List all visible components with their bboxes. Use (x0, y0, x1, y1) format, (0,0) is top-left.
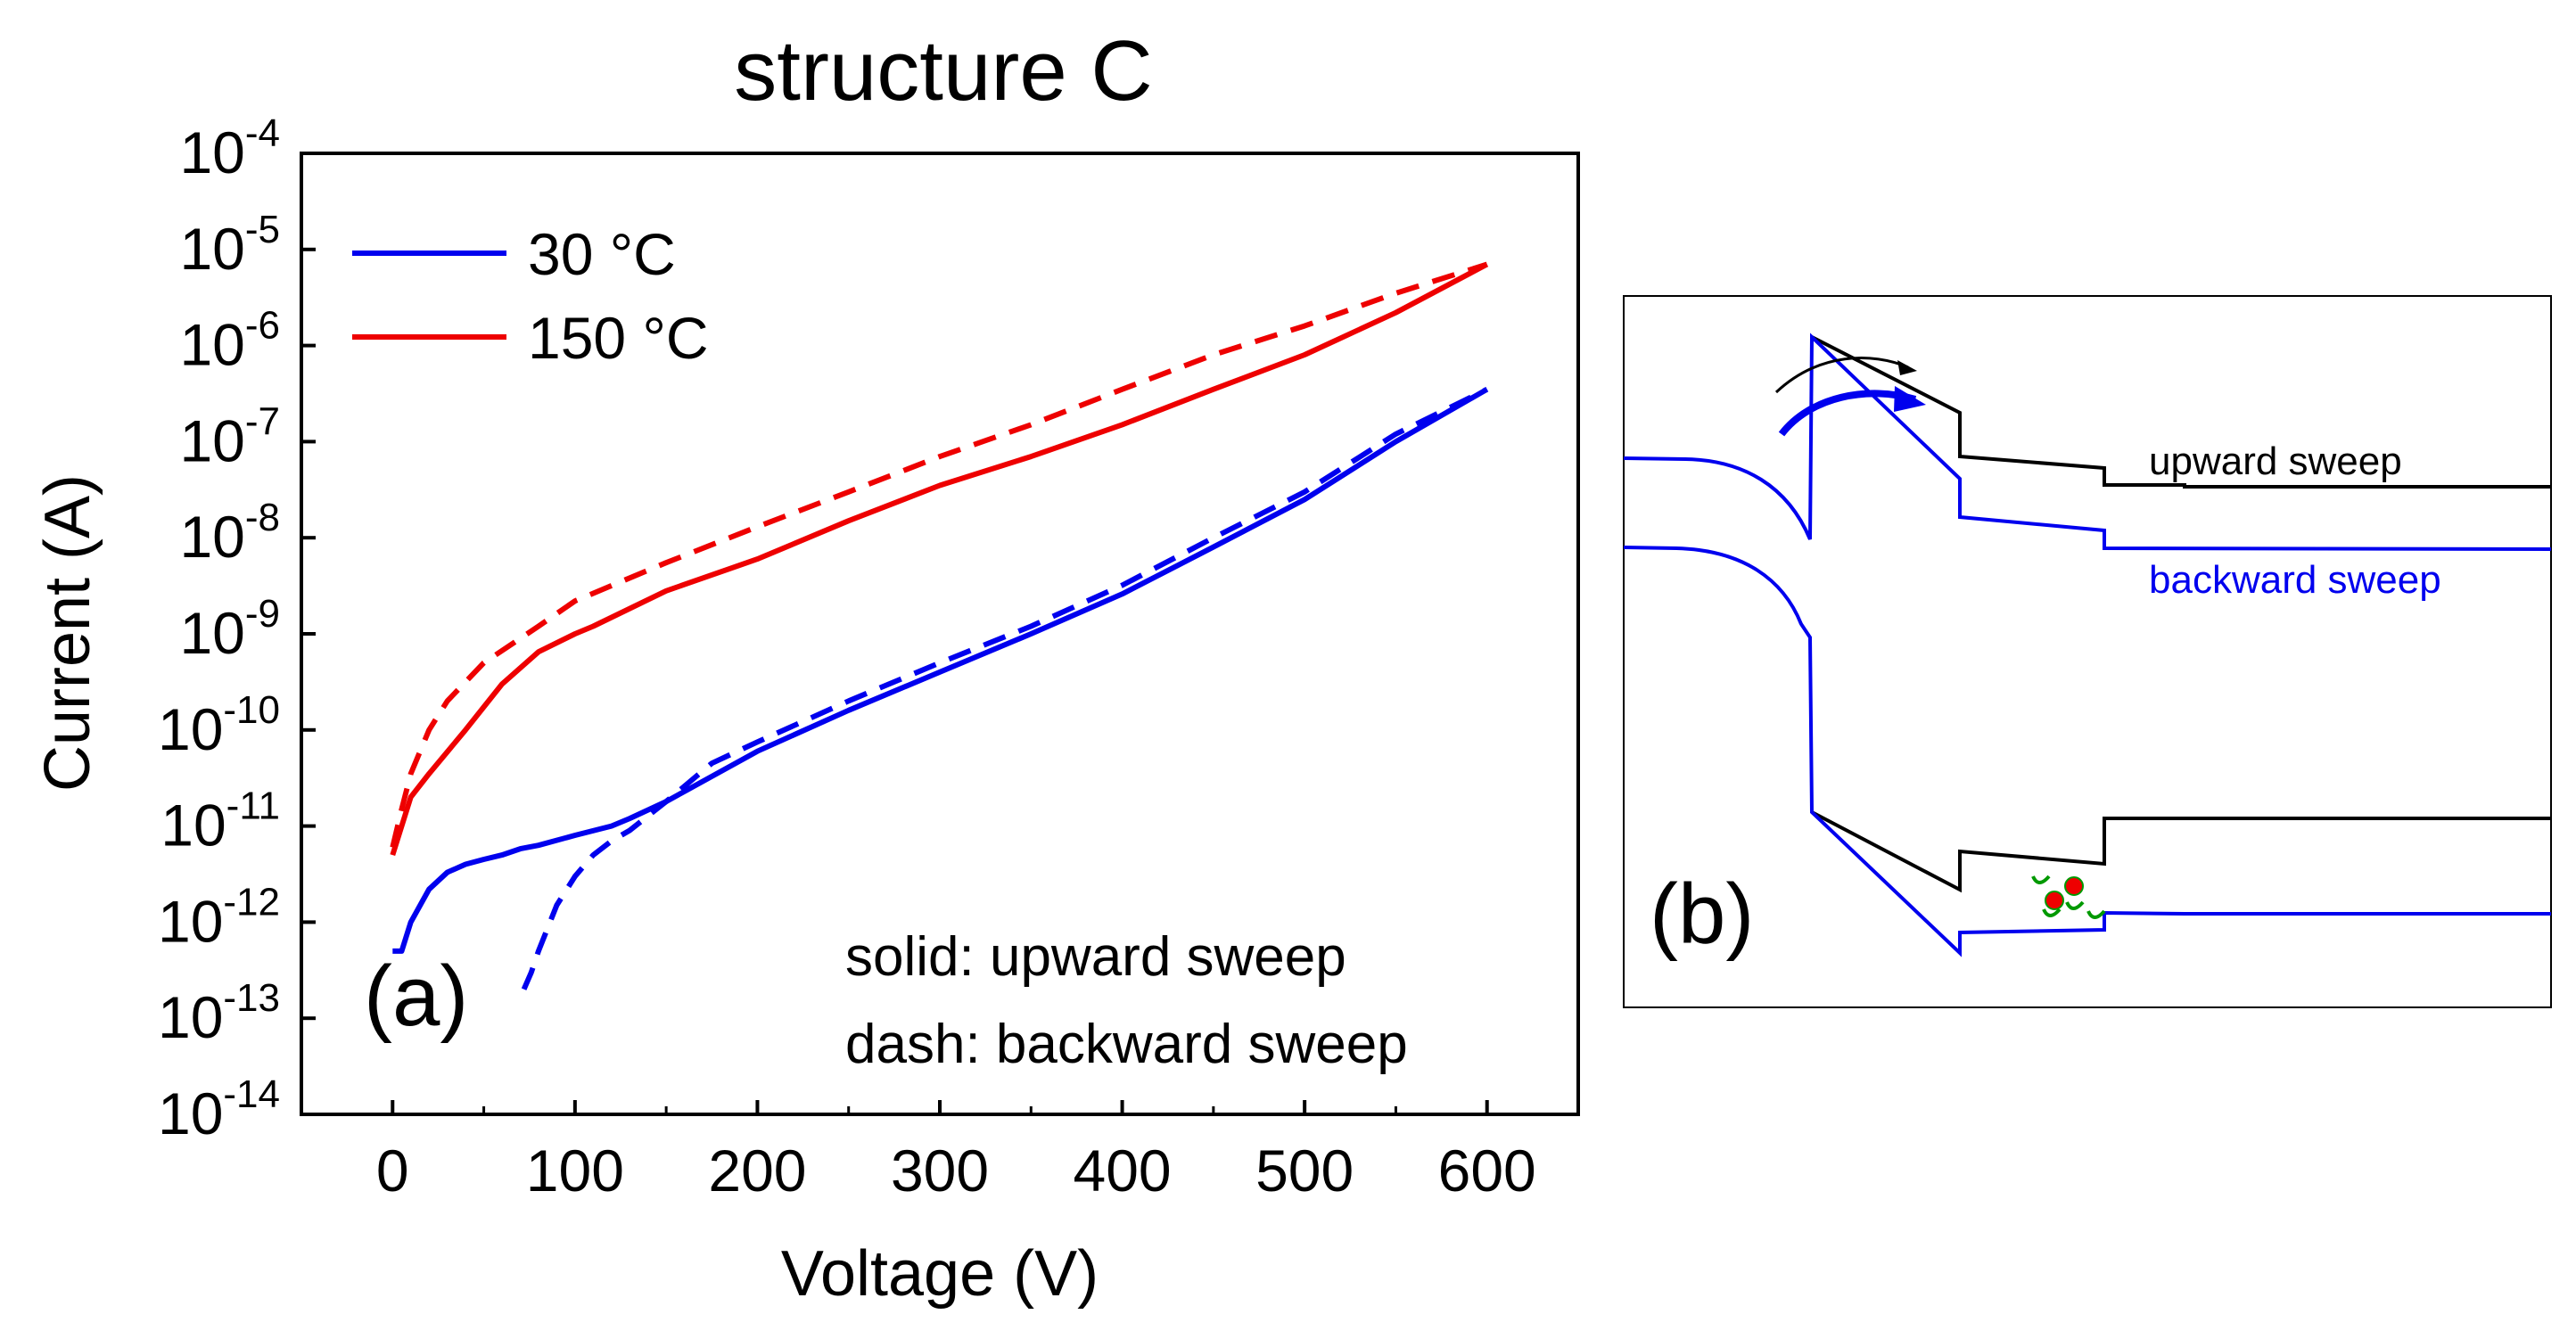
y-tick-label: 10-7 (179, 399, 280, 473)
y-tick-label: 10-10 (158, 688, 280, 762)
x-axis: 0 100 200 300 400 500 600 (300, 1100, 1580, 1203)
trap-mark-3 (2086, 909, 2106, 919)
tunneling-arrowhead (1897, 360, 1917, 375)
series-layer (390, 261, 1489, 990)
upward-valence-band (1811, 810, 2551, 893)
panel-label-a: (a) (364, 949, 468, 1044)
series-line-1 (521, 387, 1489, 990)
panel-a-chart: structure C 0 100 200 300 400 500 600 10-1410-… (32, 23, 1580, 1310)
trap-mark-1 (2031, 875, 2051, 884)
legend-label-150c: 150 °C (528, 305, 709, 371)
y-tick-label: 10-12 (158, 880, 280, 954)
emission-arrowhead (1894, 386, 1926, 412)
trap-mark-2 (2065, 900, 2085, 910)
y-tick-label: 10-11 (160, 785, 280, 858)
panel-b-band-diagram: upward sweep backward sweep (b) (1623, 295, 2552, 1008)
y-tick-label: 10-14 (158, 1072, 280, 1146)
panel-label-b: (b) (1650, 867, 1754, 962)
y-axis: 10-14 10-13 10-12 10-11 10-10 10-9 10-8 10-7 10-… (158, 111, 316, 1146)
diagram-frame (1623, 295, 2552, 1008)
y-tick-label: 10-8 (179, 496, 280, 570)
y-tick-label: 10-6 (179, 304, 280, 378)
series-line-3 (390, 261, 1488, 849)
series-line-0 (392, 387, 1489, 954)
upward-conduction-band (1811, 335, 2551, 489)
label-backward-sweep: backward sweep (2149, 558, 2441, 602)
y-tick-label: 10-5 (179, 208, 280, 282)
backward-valence-band (1623, 546, 2551, 957)
y-tick-label: 10-9 (179, 592, 280, 666)
series-line-2 (390, 261, 1489, 856)
label-upward-sweep: upward sweep (2149, 439, 2402, 483)
annotation-solid: solid: upward sweep (845, 926, 1346, 988)
y-tick-label: 10-4 (179, 111, 280, 185)
chart-title: structure C (734, 23, 1152, 119)
x-tick-label: 500 (1255, 1138, 1354, 1203)
x-tick-label: 300 (891, 1138, 989, 1203)
trapped-charge-1 (2064, 876, 2084, 896)
x-tick-label: 0 (376, 1138, 409, 1203)
legend-label-30c: 30 °C (528, 221, 676, 287)
trapped-charge-2 (2045, 891, 2064, 910)
trap-mark-4 (2042, 908, 2062, 917)
x-axis-label: Voltage (V) (781, 1238, 1099, 1310)
y-axis-label: Current (A) (32, 474, 103, 792)
y-tick-label: 10-13 (158, 976, 280, 1050)
tunneling-arrow-curve (1774, 357, 1909, 394)
x-tick-label: 400 (1074, 1138, 1172, 1203)
x-tick-label: 100 (526, 1138, 624, 1203)
x-tick-label: 200 (708, 1138, 806, 1203)
annotation-dash: dash: backward sweep (845, 1014, 1408, 1075)
backward-conduction-band (1623, 333, 2552, 551)
x-tick-label: 600 (1438, 1138, 1536, 1203)
